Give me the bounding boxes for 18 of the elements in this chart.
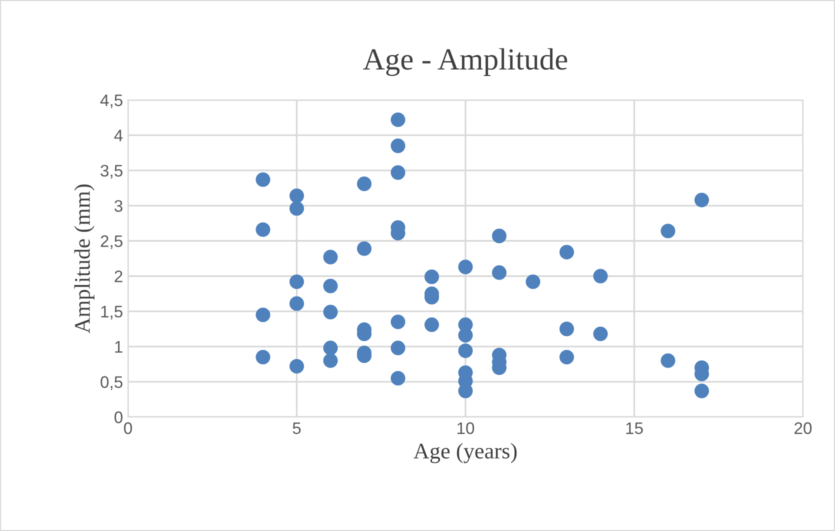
y-tick-label: 4: [114, 130, 123, 142]
chart-title: Age - Amplitude: [363, 48, 568, 76]
x-tick-label: 10: [458, 422, 474, 434]
x-tick-label: 5: [292, 422, 301, 434]
y-tick-label: 1,5: [101, 306, 122, 320]
x-axis-title: Age (years): [414, 442, 517, 464]
y-tick-label: 2: [114, 270, 122, 282]
y-tick-label: 1: [115, 341, 122, 353]
x-tick-label: 15: [626, 422, 643, 434]
y-tick-label: 4,5: [100, 94, 122, 108]
x-tick-label: 20: [794, 422, 812, 434]
y-axis-title: Amplitude (mm): [74, 184, 94, 334]
y-tick-label: 3: [114, 200, 122, 212]
x-tick-label: 0: [124, 422, 132, 434]
y-tick-label: 0: [114, 411, 122, 424]
y-tick-label: 0,5: [100, 376, 122, 390]
y-tick-label: 2,5: [100, 235, 122, 250]
y-tick-label: 3,5: [100, 164, 122, 179]
